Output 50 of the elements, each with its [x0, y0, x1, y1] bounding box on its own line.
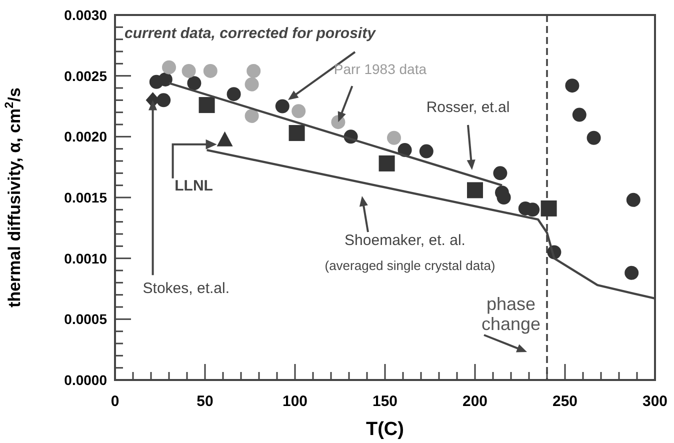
- x-tick-label: 0: [110, 393, 120, 410]
- annotation: Shoemaker, et. al.: [344, 232, 466, 249]
- point: [275, 99, 290, 114]
- x-tick-label: 50: [196, 393, 214, 410]
- annotation: current data, corrected for porosity: [124, 25, 376, 42]
- annotation: Stokes, et.al.: [142, 280, 230, 298]
- point: [182, 64, 196, 78]
- y-tick-label: 0.0015: [64, 190, 108, 206]
- annotation: LLNL: [174, 177, 213, 194]
- annotation: (averaged single crystal data): [324, 258, 496, 273]
- point: [244, 108, 259, 123]
- point: [244, 77, 259, 92]
- x-axis-title: T(C): [366, 419, 404, 440]
- point: [526, 202, 540, 217]
- annotation: Parr 1983 data: [334, 61, 427, 78]
- point: [572, 108, 586, 122]
- y-tick-label: 0.0030: [64, 7, 108, 23]
- point: [624, 266, 639, 280]
- x-tick-label: 200: [462, 393, 488, 410]
- point: [626, 192, 640, 207]
- y-tick-label: 0.0005: [64, 311, 108, 328]
- point: [288, 125, 305, 142]
- ref-line-label: phase change: [481, 294, 541, 334]
- x-tick-label: 250: [552, 393, 578, 410]
- point: [565, 78, 580, 93]
- point: [203, 64, 218, 78]
- x-tick-label: 150: [372, 393, 398, 410]
- point: [156, 93, 171, 108]
- point: [540, 200, 557, 216]
- annotation: Rosser, et.al: [426, 99, 510, 116]
- y-tick-label: 0.0020: [64, 128, 108, 145]
- y-tick-label: 0.0025: [64, 68, 108, 84]
- y-tick-label: 0.0000: [64, 372, 108, 388]
- point: [162, 60, 176, 74]
- point: [292, 104, 306, 118]
- point: [246, 64, 261, 78]
- point: [387, 130, 401, 145]
- point: [493, 166, 508, 180]
- point: [226, 87, 241, 102]
- point: [187, 76, 202, 90]
- point: [496, 190, 511, 204]
- point: [378, 155, 395, 172]
- point: [467, 182, 483, 198]
- point: [198, 97, 215, 114]
- point: [586, 130, 601, 145]
- point: [158, 72, 172, 86]
- x-tick-label: 100: [282, 393, 308, 410]
- y-tick-label: 0.0010: [64, 250, 108, 266]
- x-tick-label: 300: [642, 393, 668, 410]
- point: [419, 144, 434, 158]
